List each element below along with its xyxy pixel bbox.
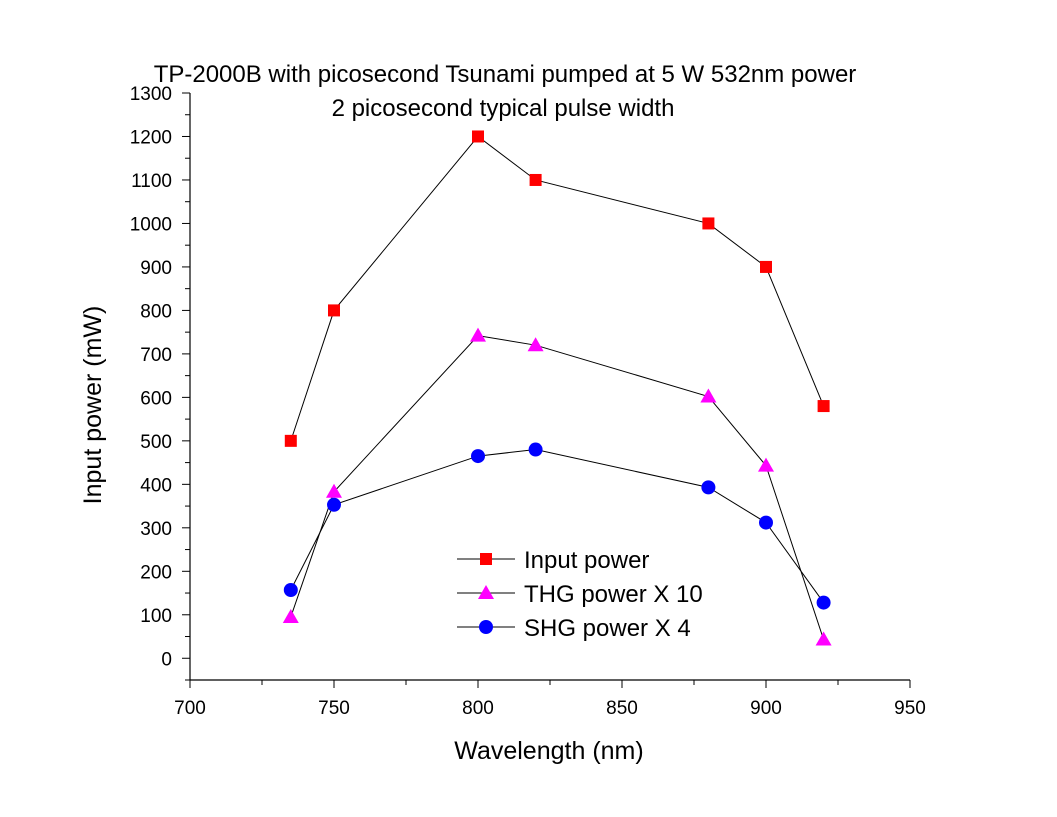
chart-title: TP-2000B with picosecond Tsunami pumped … [154, 61, 857, 88]
series-line [290, 449, 825, 603]
legend-marker-triangle [478, 585, 494, 599]
series-0 [284, 130, 830, 447]
y-tick-label: 0 [161, 649, 172, 670]
data-point-circle [283, 582, 298, 597]
series-1 [282, 327, 832, 646]
data-point-square [702, 217, 715, 230]
data-point-triangle [470, 327, 486, 342]
data-point-circle [816, 595, 831, 610]
chart-subtitle: 2 picosecond typical pulse width [332, 95, 675, 122]
legend-label: Input power [524, 547, 649, 574]
legend-marker-square [480, 553, 492, 565]
y-tick-label: 200 [140, 562, 172, 583]
data-point-square [760, 260, 772, 273]
y-tick-label: 1300 [130, 84, 172, 105]
y-tick-label: 1200 [130, 127, 172, 148]
data-point-triangle [815, 631, 832, 646]
y-tick-label: 300 [140, 519, 172, 540]
x-tick-label: 700 [174, 698, 206, 719]
x-tick-label: 950 [894, 698, 926, 719]
data-point-square [328, 304, 340, 317]
y-tick-label: 600 [140, 388, 172, 409]
data-point-square [817, 400, 830, 413]
x-axis-label: Wavelength (nm) [454, 737, 643, 765]
data-point-circle [701, 480, 716, 495]
data-point-triangle [527, 337, 544, 352]
plot-series [282, 130, 832, 646]
y-tick-label: 900 [140, 258, 172, 279]
y-tick-label: 400 [140, 475, 172, 496]
data-point-square [284, 434, 297, 447]
data-point-triangle [282, 608, 299, 623]
data-point-circle [528, 442, 543, 457]
legend-label: SHG power X 4 [524, 615, 691, 642]
x-tick-label: 850 [606, 698, 638, 719]
series-line [290, 135, 825, 442]
data-point-triangle [700, 388, 717, 403]
data-point-square [529, 173, 542, 186]
y-tick-label: 1000 [130, 214, 172, 235]
data-point-square [472, 130, 484, 143]
legend: Input power THG power X 10 SHG power X 4 [457, 547, 703, 642]
data-point-triangle [326, 483, 342, 498]
y-tick-label: 800 [140, 301, 172, 322]
data-point-triangle [758, 457, 774, 472]
x-tick-label: 900 [750, 698, 782, 719]
y-tick-label: 100 [140, 606, 172, 627]
y-tick-label: 1100 [131, 171, 172, 192]
data-point-circle [759, 515, 773, 530]
legend-marker-circle [479, 620, 493, 634]
x-tick-label: 800 [462, 698, 494, 719]
y-axis-label: Input power (mW) [79, 306, 107, 505]
series-2 [283, 442, 831, 610]
y-tick-label: 500 [140, 432, 172, 453]
data-point-circle [471, 449, 485, 464]
data-point-circle [327, 497, 341, 512]
x-tick-label: 750 [318, 698, 350, 719]
axes: 700 750 800 850 900 950 0 100 200 300 400 500 600 700… [130, 84, 926, 719]
y-tick-label: 700 [140, 345, 172, 366]
legend-label: THG power X 10 [524, 581, 703, 608]
